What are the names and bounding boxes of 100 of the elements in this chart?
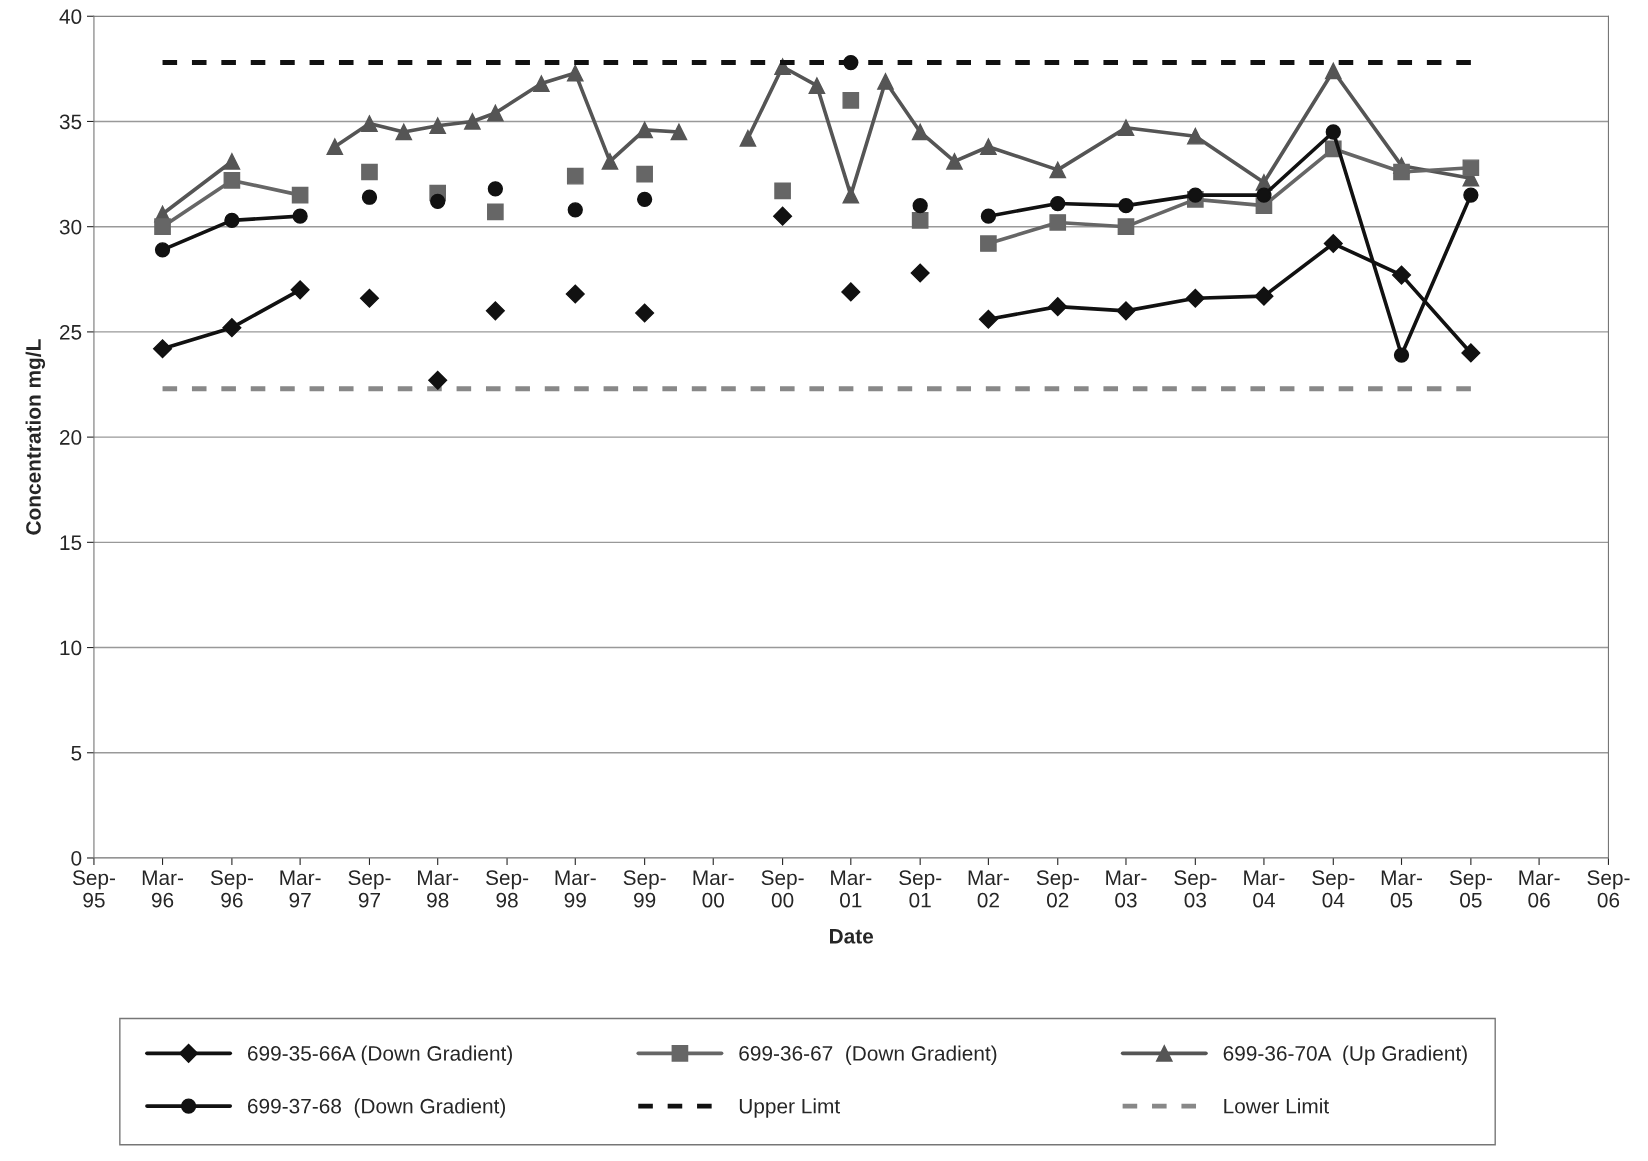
- x-tick-label: Sep- 99: [623, 870, 666, 908]
- point: [1048, 297, 1068, 317]
- point: [1393, 163, 1410, 181]
- x-tick-label: Mar- 06: [1519, 870, 1560, 908]
- point: [1463, 187, 1479, 203]
- x-tick-label: Sep- 97: [348, 870, 391, 908]
- point: [1118, 198, 1134, 214]
- legend-label: Lower Limit: [1224, 1098, 1329, 1114]
- point: [429, 117, 447, 135]
- y-tick-label: 20: [60, 430, 82, 445]
- x-tick-label: Sep- 00: [761, 870, 804, 908]
- point: [533, 75, 550, 92]
- point: [359, 288, 380, 308]
- x-tick-label: Sep- 03: [1174, 870, 1217, 908]
- x-tick-label: Sep- 02: [1036, 870, 1079, 908]
- point: [428, 370, 448, 390]
- point: [911, 212, 929, 229]
- point: [946, 153, 963, 170]
- point: [1461, 343, 1481, 363]
- x-tick-label: Mar- 00: [693, 870, 734, 908]
- point: [636, 121, 653, 139]
- y-axis-title: Concentration mg/L: [25, 339, 46, 535]
- point: [1323, 233, 1343, 254]
- point: [566, 167, 584, 185]
- point: [1049, 161, 1067, 179]
- point: [877, 73, 894, 90]
- point: [978, 309, 998, 329]
- y-tick-label: 40: [59, 9, 82, 25]
- point: [980, 235, 997, 252]
- y-tick-label: 5: [71, 745, 82, 761]
- x-tick-label: Sep- 98: [486, 870, 529, 908]
- legend-label: Upper Limt: [739, 1098, 840, 1118]
- point: [911, 123, 929, 141]
- point: [1187, 187, 1203, 203]
- point: [224, 212, 240, 229]
- point: [910, 263, 930, 283]
- x-tick-label: Mar- 03: [1106, 870, 1147, 908]
- point: [222, 318, 242, 338]
- point: [1050, 195, 1066, 212]
- point: [361, 163, 378, 181]
- point: [1117, 218, 1135, 236]
- point: [567, 202, 583, 218]
- point: [395, 123, 413, 141]
- point: [912, 198, 928, 214]
- legend-label: 699-35-66A (Down Gradient): [247, 1045, 512, 1065]
- x-tick-label: Sep- 05: [1449, 870, 1492, 908]
- point: [739, 129, 757, 147]
- x-tick-label: Mar- 05: [1381, 870, 1422, 908]
- point: [601, 153, 619, 170]
- point: [808, 77, 826, 95]
- point: [1185, 288, 1205, 308]
- point: [487, 104, 504, 122]
- point: [1186, 127, 1204, 145]
- y-tick-label: 25: [60, 324, 82, 340]
- x-tick-label: Sep- 95: [72, 870, 116, 908]
- point: [361, 115, 378, 132]
- x-tick-label: Mar- 01: [831, 870, 872, 908]
- point: [842, 92, 860, 109]
- x-tick-label: Mar- 99: [555, 870, 596, 908]
- point: [980, 208, 997, 224]
- point: [361, 189, 378, 205]
- point: [485, 301, 505, 321]
- point: [1325, 124, 1341, 140]
- point: [326, 138, 344, 156]
- x-tick-label: Mar- 98: [418, 870, 459, 908]
- point: [223, 172, 241, 189]
- point: [1462, 159, 1480, 177]
- point: [1393, 347, 1410, 363]
- point: [980, 138, 997, 156]
- point: [566, 64, 584, 82]
- point: [635, 303, 655, 323]
- x-axis-title: Date: [830, 929, 874, 944]
- point: [843, 54, 859, 71]
- legend-label: 699-37-68 (Down Gradient): [247, 1098, 506, 1118]
- point: [670, 123, 688, 141]
- point: [1254, 286, 1274, 306]
- point: [773, 206, 793, 226]
- y-tick-label: 30: [59, 219, 82, 235]
- point: [223, 153, 241, 170]
- x-tick-label: Sep- 06: [1587, 870, 1630, 908]
- point: [565, 284, 585, 304]
- x-tick-label: Mar- 02: [968, 870, 1009, 908]
- x-tick-label: Mar- 04: [1244, 870, 1285, 908]
- point: [487, 203, 504, 221]
- point: [1117, 119, 1135, 137]
- x-tick-label: Sep- 96: [210, 870, 253, 908]
- x-tick-label: Sep- 04: [1312, 870, 1355, 908]
- point: [842, 186, 860, 204]
- point: [636, 191, 653, 207]
- point: [1116, 301, 1136, 321]
- x-tick-label: Mar- 96: [142, 870, 184, 908]
- point: [153, 339, 173, 359]
- point: [1391, 265, 1412, 285]
- point: [1049, 214, 1067, 231]
- x-tick-label: Sep- 01: [899, 870, 942, 908]
- y-tick-label: 10: [60, 640, 82, 656]
- y-tick-label: 0: [71, 850, 82, 866]
- point: [841, 282, 861, 302]
- point: [636, 165, 653, 183]
- point: [487, 181, 504, 197]
